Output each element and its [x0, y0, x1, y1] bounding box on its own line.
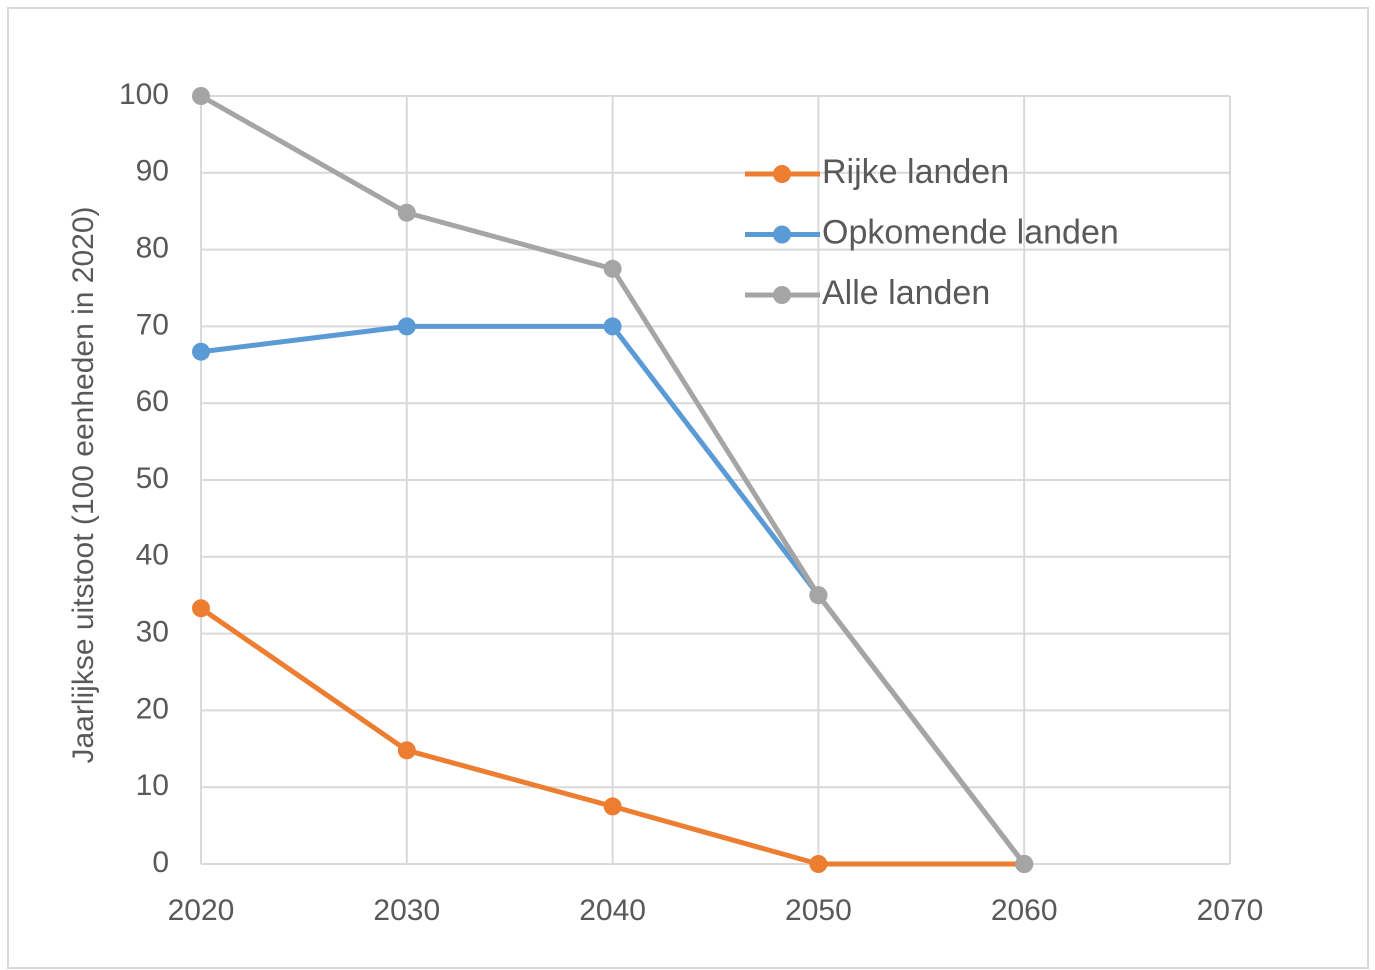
y-tick-label: 70	[136, 308, 169, 341]
legend-label: Rijke landen	[822, 153, 1009, 191]
data-point	[1015, 855, 1034, 873]
x-tick-label: 2020	[168, 894, 235, 927]
y-tick-label: 0	[152, 846, 169, 879]
chart-frame	[7, 7, 1369, 969]
data-point	[603, 797, 622, 816]
data-point	[809, 855, 828, 873]
y-axis-label: Jaarlijkse uitstoot (100 eenheden in 202…	[67, 206, 100, 763]
y-tick-label: 100	[119, 78, 169, 111]
y-tick-label: 40	[136, 539, 169, 572]
legend-label: Opkomende landen	[822, 213, 1119, 251]
x-tick-label: 2060	[991, 894, 1058, 927]
data-point	[603, 317, 622, 336]
legend-marker	[773, 286, 791, 304]
legend-label: Alle landen	[822, 274, 990, 312]
data-point	[397, 741, 416, 760]
data-point	[192, 599, 210, 618]
y-tick-label: 60	[136, 385, 169, 418]
y-tick-label: 30	[136, 616, 169, 649]
x-tick-label: 2040	[579, 894, 646, 927]
x-tick-label: 2070	[1197, 894, 1264, 927]
y-tick-label: 80	[136, 232, 169, 265]
x-tick-label: 2050	[785, 894, 852, 927]
y-tick-label: 10	[136, 769, 169, 802]
x-tick-label: 2030	[373, 894, 440, 927]
legend-marker	[773, 225, 791, 244]
data-point	[603, 259, 622, 278]
data-point	[192, 342, 210, 361]
data-point	[397, 317, 416, 336]
y-tick-label: 20	[136, 692, 169, 725]
data-point	[397, 203, 416, 222]
y-tick-label: 50	[136, 462, 169, 495]
data-point	[809, 586, 828, 605]
legend-marker	[773, 165, 791, 183]
y-tick-label: 90	[136, 155, 169, 188]
data-point	[192, 87, 210, 105]
